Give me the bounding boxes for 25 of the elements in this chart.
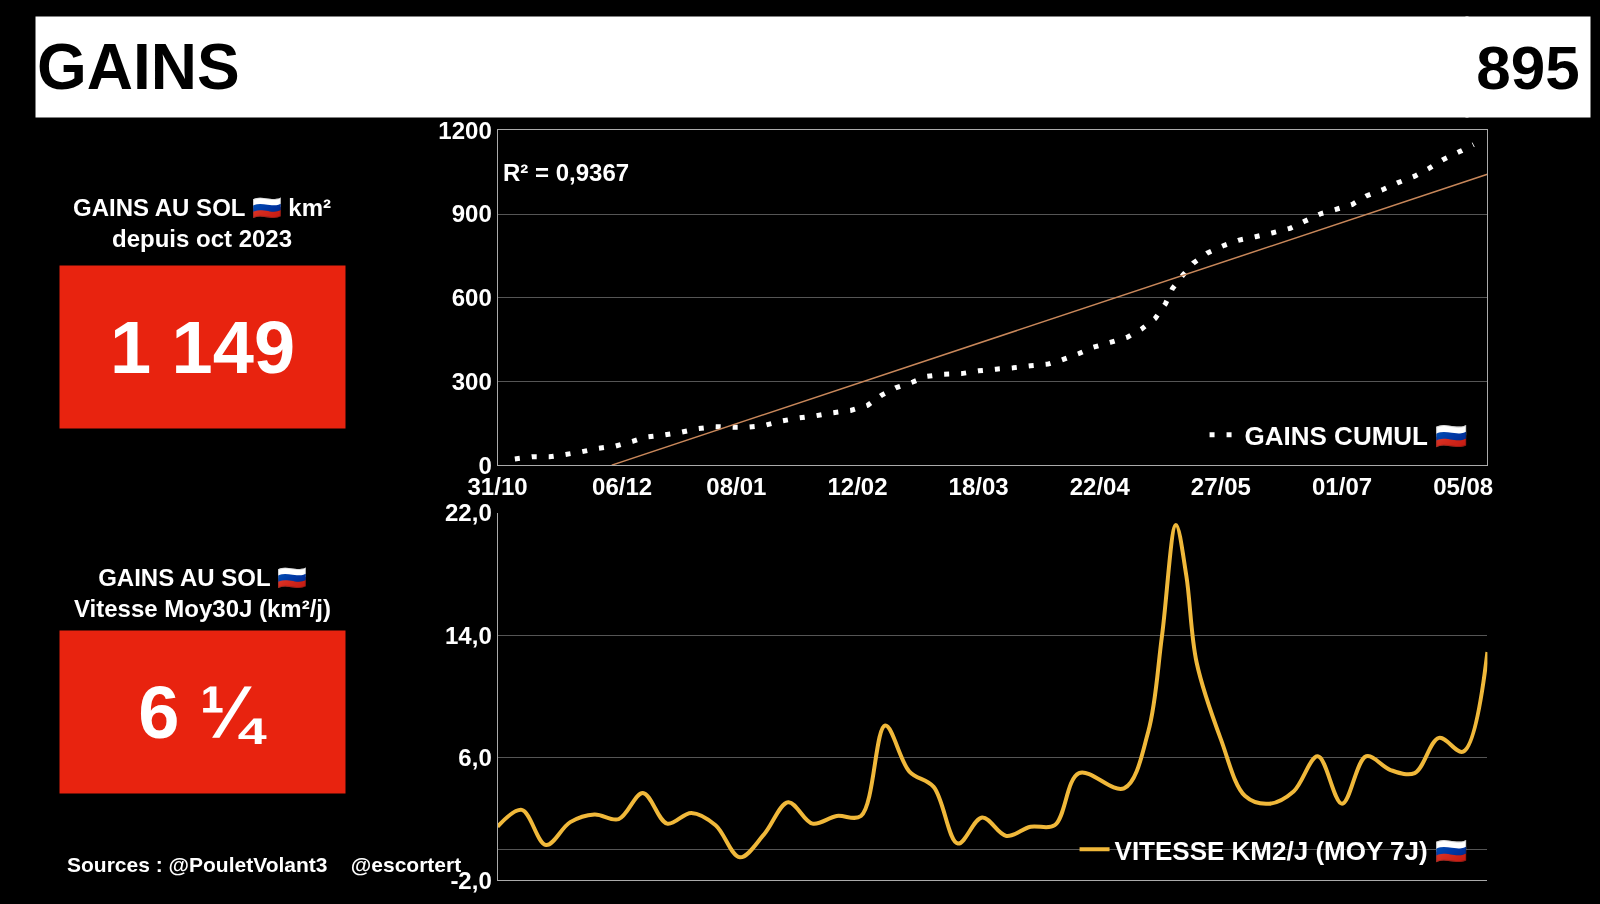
- text: GAINS: [37, 31, 240, 103]
- text: 6 ¼: [138, 670, 267, 754]
- y-tick-label: 300: [451, 367, 492, 395]
- x-tick-label: 22/04: [1069, 472, 1131, 500]
- y-tick-label: 14,0: [445, 621, 492, 649]
- legend-label: VITESSE KM2/J (MOY 7J) 🇷🇺: [1114, 835, 1467, 866]
- text: GAINS AU SOL 🇷🇺 Vitesse Moy30J (km²/j): [74, 564, 332, 623]
- x-tick-label: 27/05: [1190, 472, 1251, 500]
- x-tick-label: 12/02: [827, 472, 888, 500]
- y-tick-label: 6,0: [458, 744, 492, 772]
- x-tick-label: 18/03: [948, 472, 1009, 500]
- text: 895: [1476, 32, 1580, 102]
- x-tick-label: 05/08: [1433, 472, 1494, 500]
- text: 1 149: [109, 305, 296, 389]
- x-tick-label: 06/12: [592, 472, 653, 500]
- x-tick-label: 08/01: [706, 472, 767, 500]
- y-tick-label: 600: [451, 284, 492, 312]
- y-tick-label: 1200: [438, 116, 492, 144]
- text: GAINS AU SOL 🇷🇺 km² depuis oct 2023: [73, 194, 332, 253]
- legend-label: GAINS CUMUL 🇷🇺: [1244, 420, 1467, 451]
- y-tick-label: 900: [451, 200, 492, 228]
- annotation: R² = 0,9367: [503, 159, 630, 186]
- x-tick-label: 01/07: [1312, 472, 1373, 500]
- y-tick-label: 0: [478, 451, 492, 479]
- y-tick-label: 22,0: [445, 499, 492, 527]
